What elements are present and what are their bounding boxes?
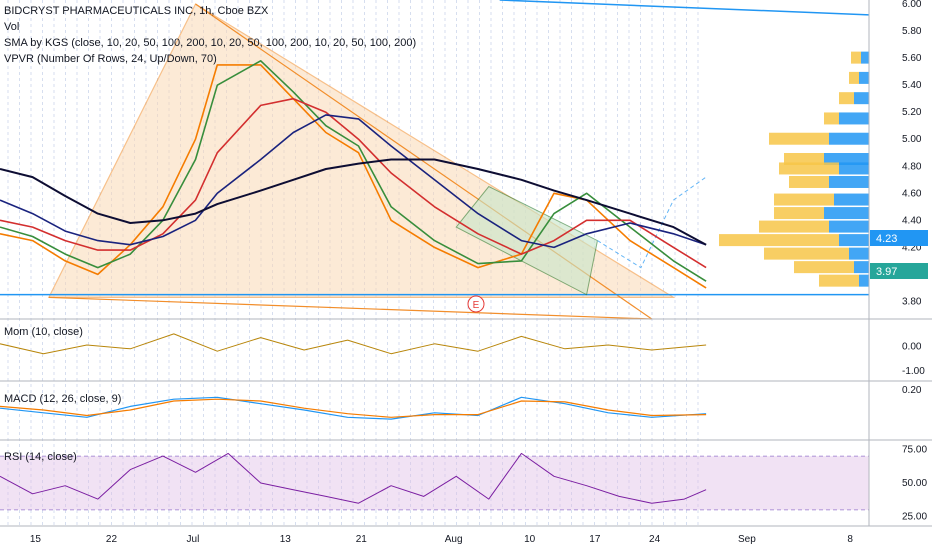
vpvr-bar-up <box>774 207 824 220</box>
time-axis[interactable]: 15 22 Jul 13 21 Aug 10 17 24 Sep 8 <box>30 534 853 545</box>
earnings-marker-label: E <box>473 300 480 311</box>
price-tick: 25.00 <box>902 512 927 523</box>
signal-line <box>0 398 707 418</box>
price-tick: 0.20 <box>902 385 922 396</box>
vpvr-bar-down <box>839 162 869 175</box>
price-axis[interactable]: 3.804.004.204.404.604.805.005.205.405.60… <box>902 0 927 523</box>
price-tick: 4.60 <box>902 188 922 199</box>
trend-line <box>48 296 652 320</box>
price-tick: 5.40 <box>902 80 922 91</box>
vpvr-profile <box>719 51 869 287</box>
vpvr-bar-up <box>849 71 859 84</box>
price-tick: 0.00 <box>902 341 922 352</box>
price-tick: 3.80 <box>902 296 922 307</box>
sma-line-2 <box>0 59 707 282</box>
legend-sma[interactable]: SMA by KGS (close, 10, 20, 50, 100, 200,… <box>4 37 416 49</box>
vpvr-bar-up <box>764 247 849 260</box>
price-tick: 75.00 <box>902 444 927 455</box>
sma-line-4 <box>0 114 707 249</box>
price-tick: 50.00 <box>902 478 927 489</box>
price-tick: 5.00 <box>902 134 922 145</box>
rsi-band <box>0 456 869 510</box>
vpvr-bar-down <box>839 112 869 125</box>
date-tick: 21 <box>356 534 368 545</box>
vpvr-bar-up <box>784 153 824 165</box>
price-tick: 5.20 <box>902 107 922 118</box>
price-tick: 5.80 <box>902 26 922 37</box>
vpvr-bar-down <box>839 234 869 247</box>
momentum-line <box>0 333 707 355</box>
vpvr-bar-up <box>759 220 829 233</box>
macd-line <box>0 396 707 420</box>
date-tick: 15 <box>30 534 42 545</box>
last-price-badge <box>870 263 928 279</box>
vpvr-bar-up <box>839 92 854 105</box>
vpvr-bar-up <box>794 261 854 274</box>
last-price-label: 3.97 <box>876 266 897 278</box>
vpvr-bar-up <box>719 234 839 247</box>
vpvr-bar-down <box>829 175 869 188</box>
date-tick: Aug <box>445 534 463 545</box>
vpvr-bar-up <box>789 175 829 188</box>
date-tick: 10 <box>524 534 536 545</box>
level-price-badge <box>870 230 928 246</box>
series <box>0 59 707 504</box>
price-tick: -1.00 <box>902 366 925 377</box>
vpvr-bar-down <box>824 153 869 165</box>
mom-pane-title[interactable]: Mom (10, close) <box>4 326 83 338</box>
vpvr-bar-down <box>834 193 869 206</box>
vpvr-bar-down <box>854 92 869 105</box>
price-tick: 6.00 <box>902 0 922 10</box>
price-tick: 4.40 <box>902 215 922 226</box>
vpvr-bar-up <box>779 162 839 175</box>
vpvr-bar-down <box>854 261 869 274</box>
date-tick: 22 <box>106 534 118 545</box>
vpvr-bar-down <box>824 207 869 220</box>
vpvr-bar-down <box>849 247 869 260</box>
date-tick: 8 <box>847 534 853 545</box>
vpvr-bar-down <box>859 274 869 287</box>
date-tick: 13 <box>280 534 292 545</box>
macd-pane-title[interactable]: MACD (12, 26, close, 9) <box>4 393 121 405</box>
sma-line-5 <box>0 158 707 246</box>
vpvr-bar-up <box>774 193 834 206</box>
vpvr-bar-down <box>859 71 869 84</box>
grid <box>0 0 869 526</box>
rsi-line <box>0 452 707 504</box>
price-tick: 4.80 <box>902 161 922 172</box>
vpvr-bar-down <box>829 132 869 145</box>
legend-vol[interactable]: Vol <box>4 21 19 33</box>
date-tick: Sep <box>738 534 756 545</box>
vpvr-bar-down <box>861 51 869 64</box>
date-tick: 17 <box>589 534 601 545</box>
symbol-title[interactable]: BIDCRYST PHARMACEUTICALS INC, 1h, Cboe B… <box>4 5 269 17</box>
vpvr-bar-up <box>851 51 861 64</box>
date-tick: Jul <box>187 534 200 545</box>
vpvr-bar-down <box>829 220 869 233</box>
channel-pattern <box>455 185 599 296</box>
price-tick: 4.20 <box>902 242 922 253</box>
sma-line-3 <box>0 97 707 269</box>
date-tick: 24 <box>649 534 661 545</box>
earnings-marker[interactable] <box>467 295 485 313</box>
rsi-pane-title[interactable]: RSI (14, close) <box>4 451 77 463</box>
level-price-label: 4.23 <box>876 233 897 245</box>
resistance-line <box>499 0 870 16</box>
vpvr-bar-up <box>824 112 839 125</box>
legend-vpvr[interactable]: VPVR (Number Of Rows, 24, Up/Down, 70) <box>4 53 217 65</box>
vpvr-bar-up <box>819 274 859 287</box>
price-tick: 5.60 <box>902 53 922 64</box>
vpvr-bar-up <box>769 132 829 145</box>
